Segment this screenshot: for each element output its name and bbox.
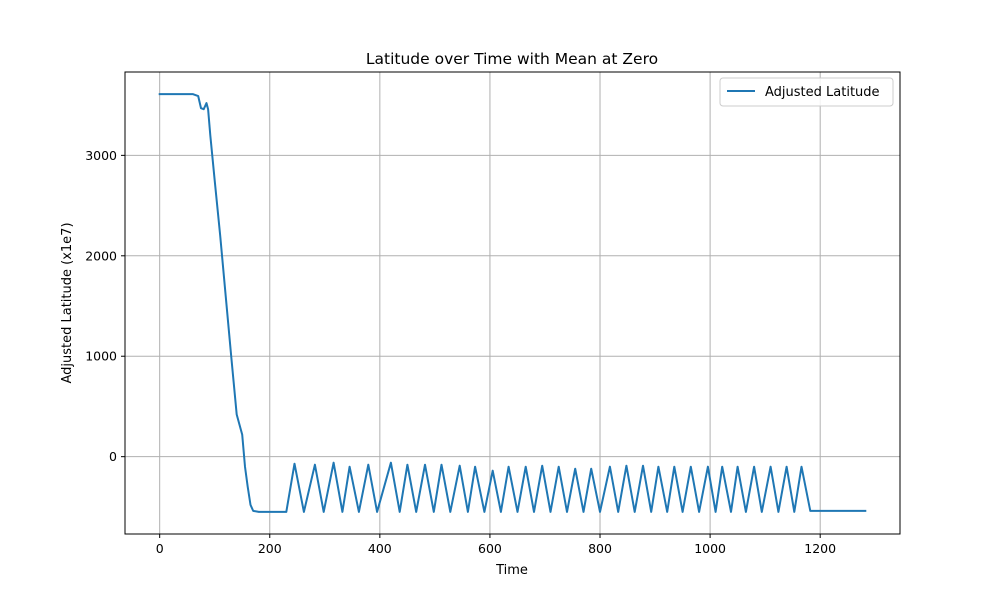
x-tick-label: 600 (478, 541, 502, 556)
legend: Adjusted Latitude (719, 77, 894, 107)
legend-label: Adjusted Latitude (765, 85, 880, 100)
grid (125, 72, 900, 534)
y-tick-label: 3000 (85, 148, 117, 163)
series-line (158, 93, 867, 513)
x-tick-label: 200 (258, 541, 282, 556)
y-tick-label: 0 (109, 449, 117, 464)
y-tick-label: 1000 (85, 349, 117, 364)
legend-box (719, 77, 894, 107)
y-tick-label: 2000 (85, 248, 117, 263)
series-layer (158, 93, 867, 513)
plot-frame (124, 71, 901, 535)
x-tick-label: 800 (588, 541, 612, 556)
y-axis-label: Adjusted Latitude (x1e7) (60, 222, 75, 383)
x-axis-label: Time (495, 563, 528, 578)
x-tick-label: 400 (368, 541, 392, 556)
chart-title: Latitude over Time with Mean at Zero (366, 50, 658, 68)
x-tick-label: 1200 (804, 541, 836, 556)
ticks: 0 200 400 600 800 1000 1200 0 1000 2000 3000 (85, 148, 836, 556)
x-tick-label: 1000 (694, 541, 726, 556)
x-tick-label: 0 (156, 541, 164, 556)
